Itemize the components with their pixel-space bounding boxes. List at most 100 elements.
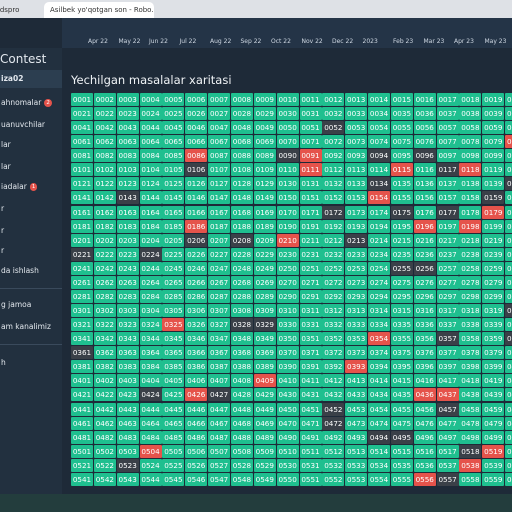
- problem-cell[interactable]: 0099: [482, 149, 505, 163]
- problem-cell[interactable]: 0529: [253, 458, 276, 472]
- problem-cell[interactable]: 0025: [162, 107, 185, 121]
- problem-cell[interactable]: 0276: [413, 275, 436, 289]
- problem-cell[interactable]: 0028: [230, 107, 253, 121]
- sidebar-item[interactable]: iza02: [0, 70, 62, 88]
- problem-cell[interactable]: 0004: [139, 93, 162, 106]
- problem-cell[interactable]: 0528: [230, 458, 253, 472]
- problem-cell[interactable]: 0475: [390, 416, 413, 430]
- problem-cell[interactable]: 0399: [482, 360, 505, 374]
- problem-cell[interactable]: 0182: [93, 219, 116, 233]
- problem-cell[interactable]: 0371: [299, 346, 322, 360]
- problem-cell[interactable]: 0374: [368, 346, 391, 360]
- problem-cell[interactable]: 0491: [299, 430, 322, 444]
- problem-cell[interactable]: 0194: [368, 219, 391, 233]
- problem-cell[interactable]: 0079: [482, 135, 505, 149]
- problem-cell[interactable]: 0489: [253, 430, 276, 444]
- problem-cell[interactable]: 0017: [436, 93, 459, 106]
- problem-cell[interactable]: 0106: [185, 163, 208, 177]
- problem-cell[interactable]: 0048: [230, 121, 253, 135]
- problem-cell[interactable]: 0164: [139, 205, 162, 219]
- problem-cell[interactable]: 0202: [93, 233, 116, 247]
- problem-cell[interactable]: 0379: [482, 346, 505, 360]
- problem-cell[interactable]: 0015: [390, 93, 413, 106]
- problem-cell[interactable]: 0357: [436, 332, 459, 346]
- problem-cell[interactable]: 0022: [93, 107, 116, 121]
- problem-cell[interactable]: 0539: [482, 458, 505, 472]
- problem-cell[interactable]: 0496: [413, 430, 436, 444]
- problem-cell[interactable]: 0113: [345, 163, 368, 177]
- problem-cell[interactable]: 0223: [116, 247, 139, 261]
- problem-cell[interactable]: 0469: [253, 416, 276, 430]
- problem-cell[interactable]: 0361: [71, 346, 93, 360]
- problem-cell[interactable]: 0351: [299, 332, 322, 346]
- problem-cell[interactable]: 0431: [299, 388, 322, 402]
- sidebar-item[interactable]: am kanalimiz: [0, 318, 62, 336]
- browser-tab[interactable]: @mdspro: [0, 6, 20, 14]
- problem-cell[interactable]: 0512: [322, 444, 345, 458]
- problem-cell[interactable]: 0408: [230, 374, 253, 388]
- problem-cell[interactable]: 0381: [71, 360, 93, 374]
- problem-cell[interactable]: 0103: [116, 163, 139, 177]
- problem-cell[interactable]: 0208: [230, 233, 253, 247]
- problem-cell[interactable]: 0042: [93, 121, 116, 135]
- browser-tab[interactable]: Asilbek yo'qotgan son - Robo...: [44, 2, 154, 18]
- problem-cell[interactable]: 0085: [162, 149, 185, 163]
- problem-cell[interactable]: 0319: [482, 304, 505, 318]
- problem-cell[interactable]: 0290: [276, 289, 299, 303]
- problem-cell[interactable]: 0130: [276, 177, 299, 191]
- problem-cell[interactable]: 0086: [185, 149, 208, 163]
- problem-cell[interactable]: 0019: [482, 93, 505, 106]
- problem-cell[interactable]: 0397: [436, 360, 459, 374]
- problem-cell[interactable]: 0352: [322, 332, 345, 346]
- problem-cell[interactable]: 0557: [436, 472, 459, 486]
- problem-cell[interactable]: 0513: [345, 444, 368, 458]
- problem-cell[interactable]: 0272: [322, 275, 345, 289]
- problem-cell[interactable]: 0258: [459, 261, 482, 275]
- problem-cell[interactable]: 0553: [345, 472, 368, 486]
- problem-cell[interactable]: 0302: [93, 304, 116, 318]
- problem-cell[interactable]: 0471: [299, 416, 322, 430]
- problem-cell[interactable]: 0507: [208, 444, 231, 458]
- problem-cell[interactable]: 0226: [185, 247, 208, 261]
- problem-cell[interactable]: 0311: [299, 304, 322, 318]
- problem-cell[interactable]: 0003: [116, 93, 139, 106]
- problem-cell[interactable]: 0530: [276, 458, 299, 472]
- problem-cell[interactable]: 0286: [185, 289, 208, 303]
- problem-cell[interactable]: 0241: [71, 261, 93, 275]
- problem-cell[interactable]: 0449: [253, 402, 276, 416]
- problem-cell[interactable]: 0067: [208, 135, 231, 149]
- problem-cell[interactable]: 0392: [322, 360, 345, 374]
- problem-cell[interactable]: 0535: [390, 458, 413, 472]
- problem-cell[interactable]: 0305: [162, 304, 185, 318]
- problem-cell[interactable]: 0403: [116, 374, 139, 388]
- problem-cell[interactable]: 0551: [299, 472, 322, 486]
- problem-cell[interactable]: 0549: [253, 472, 276, 486]
- problem-cell[interactable]: 0487: [208, 430, 231, 444]
- problem-cell[interactable]: 0416: [413, 374, 436, 388]
- problem-cell[interactable]: 0396: [413, 360, 436, 374]
- problem-cell[interactable]: 0508: [230, 444, 253, 458]
- problem-cell[interactable]: 0083: [116, 149, 139, 163]
- problem-cell[interactable]: 0455: [390, 402, 413, 416]
- problem-cell[interactable]: 0158: [459, 191, 482, 205]
- problem-cell[interactable]: 0139: [482, 177, 505, 191]
- problem-cell[interactable]: 0494: [368, 430, 391, 444]
- problem-cell[interactable]: 0275: [390, 275, 413, 289]
- problem-cell[interactable]: 0230: [276, 247, 299, 261]
- problem-cell[interactable]: 0550: [276, 472, 299, 486]
- problem-cell[interactable]: 0293: [345, 289, 368, 303]
- problem-cell[interactable]: 0169: [253, 205, 276, 219]
- problem-cell[interactable]: 0082: [93, 149, 116, 163]
- problem-cell[interactable]: 0271: [299, 275, 322, 289]
- problem-cell[interactable]: 0196: [413, 219, 436, 233]
- problem-cell[interactable]: 0065: [162, 135, 185, 149]
- problem-cell[interactable]: 0355: [390, 332, 413, 346]
- problem-cell[interactable]: 0445: [162, 402, 185, 416]
- sidebar-item[interactable]: iadalar 1: [0, 178, 62, 196]
